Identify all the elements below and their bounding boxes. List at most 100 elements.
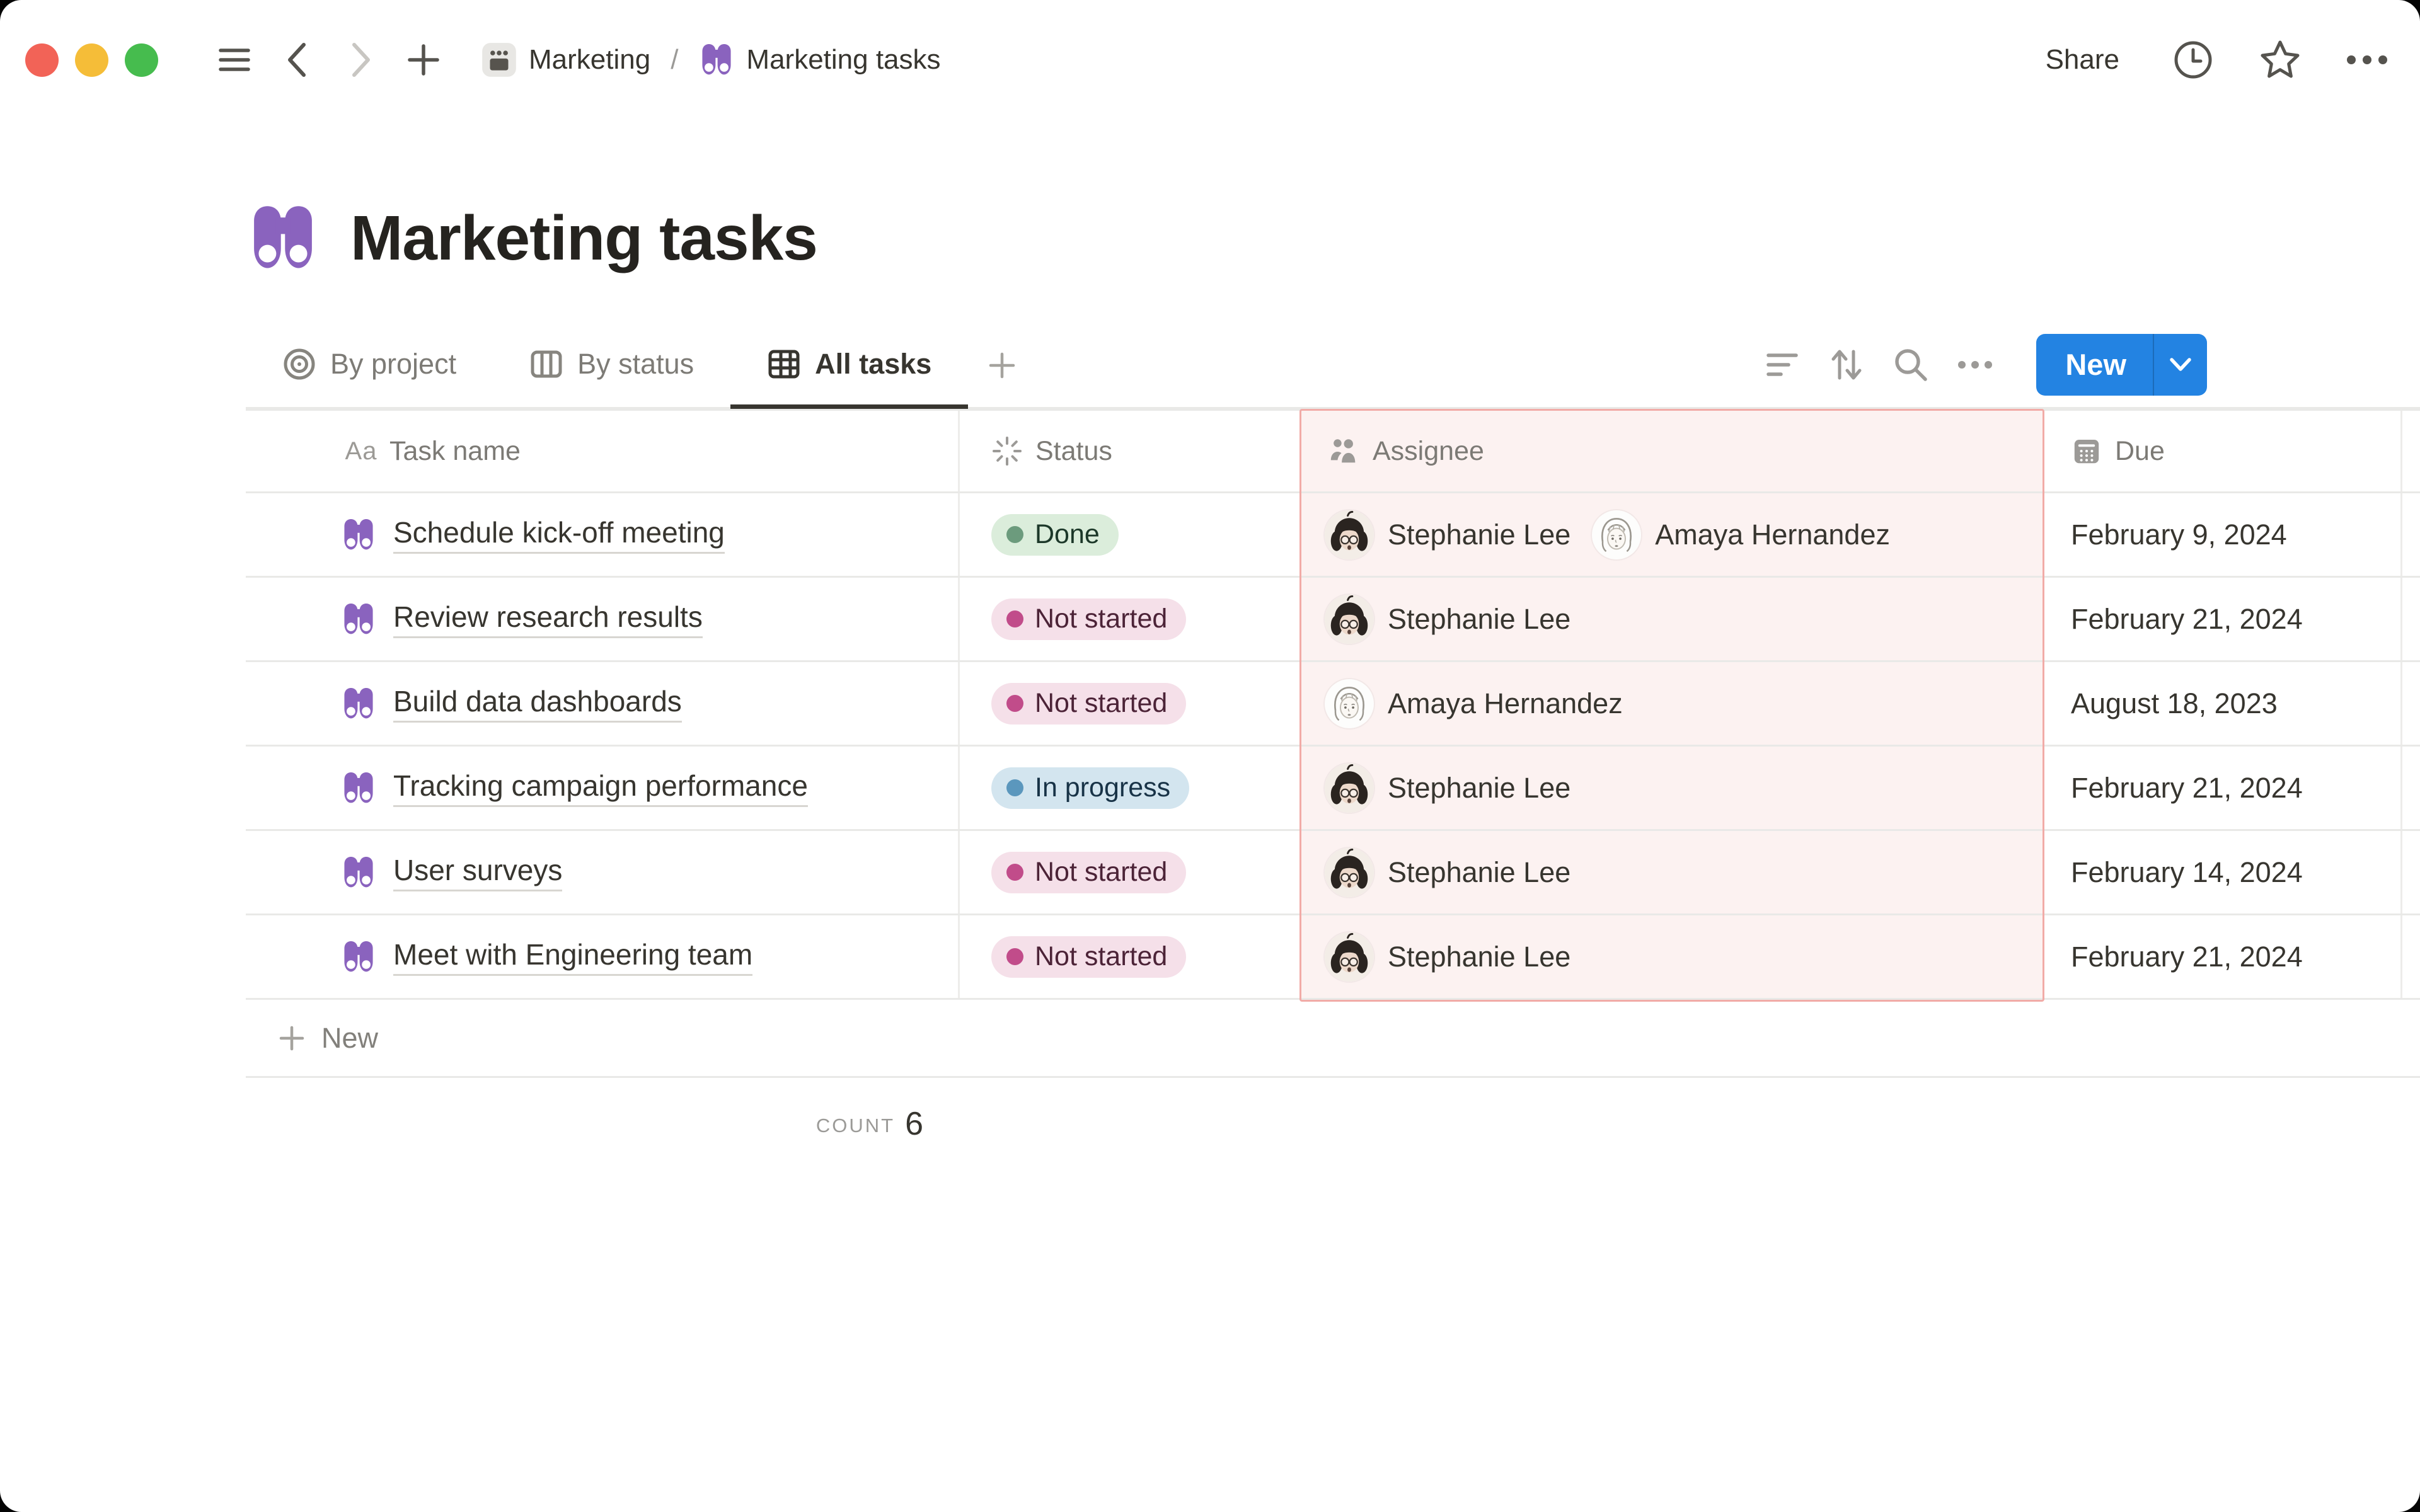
task-name-link[interactable]: Schedule kick-off meeting [393, 515, 725, 554]
task-name-cell[interactable]: Build data dashboards [246, 662, 960, 745]
close-window-button[interactable] [25, 43, 59, 77]
table-row[interactable]: Tracking campaign performance In progres… [246, 747, 2420, 831]
due-date-cell[interactable]: February 21, 2024 [2044, 747, 2402, 829]
table-row[interactable]: Schedule kick-off meeting Done Stephanie… [246, 493, 2420, 578]
status-cell[interactable]: Done [960, 493, 1299, 576]
status-cell[interactable]: In progress [960, 747, 1299, 829]
status-cell[interactable]: Not started [960, 662, 1299, 745]
sort-arrows-icon [1827, 345, 1866, 384]
tasks-table: Aa Task name Status Assignee [246, 409, 2420, 1170]
due-date-cell[interactable]: February 14, 2024 [2044, 831, 2402, 914]
hamburger-icon [218, 46, 251, 74]
plus-icon [406, 42, 441, 77]
text-type-icon: Aa [345, 437, 377, 465]
task-name-link[interactable]: Meet with Engineering team [393, 937, 753, 976]
assignee-cell[interactable]: Stephanie Lee [1299, 915, 2044, 998]
chevron-right-icon [347, 41, 374, 79]
status-cell[interactable]: Not started [960, 831, 1299, 914]
share-button[interactable]: Share [2045, 44, 2119, 75]
task-name-cell[interactable]: User surveys [246, 831, 960, 914]
search-icon [1891, 345, 1930, 384]
table-row[interactable]: Meet with Engineering team Not started S… [246, 915, 2420, 1000]
due-date: February 21, 2024 [2071, 602, 2303, 635]
column-header-task-name[interactable]: Aa Task name [246, 411, 960, 491]
projects-icon [481, 42, 517, 78]
chevron-down-icon [2168, 357, 2193, 373]
view-tab-by-project[interactable]: By project [246, 324, 493, 409]
traffic-lights [25, 43, 158, 77]
binoculars-icon [340, 939, 377, 975]
forward-button[interactable] [336, 35, 385, 84]
tab-label: All tasks [815, 348, 932, 380]
minimize-window-button[interactable] [75, 43, 108, 77]
column-header-due[interactable]: Due [2044, 411, 2402, 491]
new-button[interactable]: New [2036, 333, 2207, 396]
new-row-button[interactable]: New [246, 1000, 2420, 1078]
due-date-cell[interactable]: February 21, 2024 [2044, 915, 2402, 998]
status-badge: Not started [991, 598, 1187, 640]
status-dot-icon [1006, 864, 1023, 881]
task-name-link[interactable]: Build data dashboards [393, 684, 682, 723]
status-label: Done [1035, 519, 1100, 549]
status-cell[interactable]: Not started [960, 915, 1299, 998]
assignee-cell[interactable]: Amaya Hernandez [1299, 662, 2044, 745]
people-icon [1328, 435, 1360, 467]
avatar [1325, 679, 1374, 728]
task-name-link[interactable]: User surveys [393, 853, 563, 891]
assignee-cell[interactable]: Stephanie Lee Amaya Hernandez [1299, 493, 2044, 576]
new-button-label[interactable]: New [2065, 348, 2126, 381]
assignee-cell[interactable]: Stephanie Lee [1299, 831, 2044, 914]
filter-button[interactable] [1761, 344, 1803, 386]
spacer-cell [2402, 915, 2420, 998]
column-header-assignee[interactable]: Assignee [1299, 411, 2044, 491]
task-name-cell[interactable]: Tracking campaign performance [246, 747, 960, 829]
due-date-cell[interactable]: August 18, 2023 [2044, 662, 2402, 745]
table-row[interactable]: User surveys Not started Stephanie Lee F… [246, 831, 2420, 915]
task-name-link[interactable]: Tracking campaign performance [393, 769, 808, 807]
breadcrumb: Marketing / Marketing tasks [473, 37, 948, 83]
column-label: Assignee [1373, 435, 1484, 466]
assignee-name: Amaya Hernandez [1388, 687, 1623, 719]
binoculars-icon [340, 685, 377, 722]
view-options-button[interactable] [1954, 344, 1996, 386]
task-name-cell[interactable]: Schedule kick-off meeting [246, 493, 960, 576]
assignee-cell[interactable]: Stephanie Lee [1299, 578, 2044, 660]
back-button[interactable] [273, 35, 322, 84]
chevron-left-icon [284, 41, 311, 79]
new-dropdown-button[interactable] [2153, 333, 2207, 396]
window-toolbar: Marketing / Marketing tasks Share [0, 0, 2420, 120]
search-button[interactable] [1890, 344, 1932, 386]
avatar [1325, 594, 1374, 644]
favorite-button[interactable] [2256, 35, 2305, 84]
add-view-button[interactable] [968, 324, 1036, 407]
due-date-cell[interactable]: February 21, 2024 [2044, 578, 2402, 660]
status-cell[interactable]: Not started [960, 578, 1299, 660]
more-options-button[interactable] [2342, 35, 2392, 84]
breadcrumb-item-marketing-tasks[interactable]: Marketing tasks [691, 37, 948, 83]
assignee-name: Amaya Hernandez [1655, 518, 1890, 551]
page-title-text[interactable]: Marketing tasks [350, 202, 818, 273]
due-date-cell[interactable]: February 9, 2024 [2044, 493, 2402, 576]
assignee-name: Stephanie Lee [1388, 940, 1571, 973]
new-page-button[interactable] [399, 35, 448, 84]
binoculars-icon [698, 42, 735, 78]
task-name-link[interactable]: Review research results [393, 600, 703, 638]
task-name-cell[interactable]: Meet with Engineering team [246, 915, 960, 998]
sidebar-toggle-button[interactable] [210, 35, 259, 84]
task-name-cell[interactable]: Review research results [246, 578, 960, 660]
column-header-status[interactable]: Status [960, 411, 1299, 491]
table-footer[interactable]: count 6 [246, 1078, 960, 1170]
zoom-window-button[interactable] [125, 43, 158, 77]
binoculars-icon[interactable] [246, 201, 320, 275]
assignee-cell[interactable]: Stephanie Lee [1299, 747, 2044, 829]
updates-button[interactable] [2169, 35, 2218, 84]
table-row[interactable]: Review research results Not started Step… [246, 578, 2420, 662]
assignee-name: Stephanie Lee [1388, 856, 1571, 888]
sort-button[interactable] [1826, 344, 1867, 386]
view-tab-by-status[interactable]: By status [493, 324, 730, 409]
avatar [1592, 510, 1642, 559]
breadcrumb-item-marketing[interactable]: Marketing [473, 37, 658, 83]
table-row[interactable]: Build data dashboards Not started Amaya … [246, 662, 2420, 747]
view-tab-all-tasks[interactable]: All tasks [730, 324, 969, 409]
tab-label: By status [577, 348, 694, 380]
